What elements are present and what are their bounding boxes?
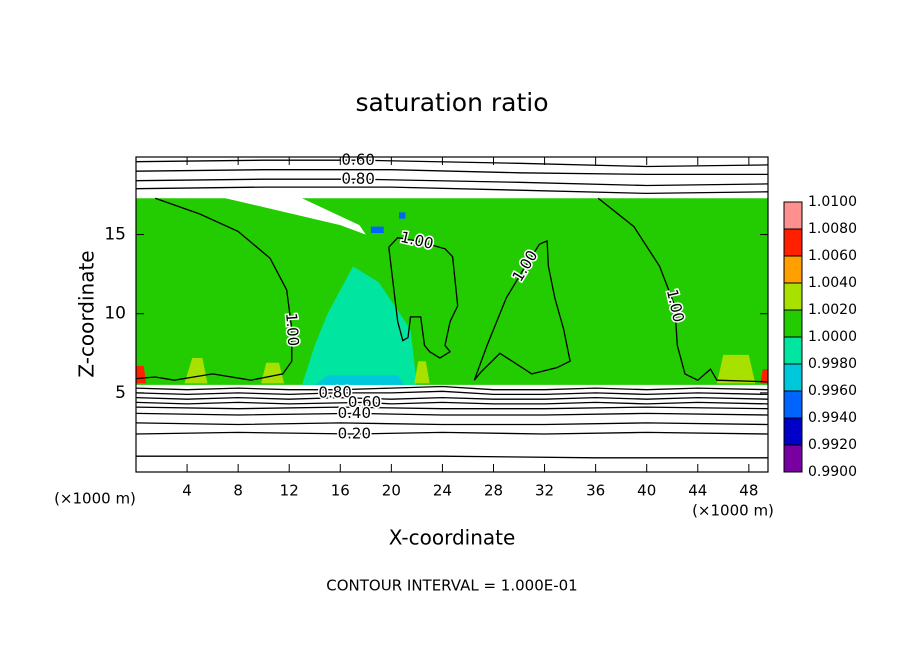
- contour-line: [135, 197, 293, 381]
- contour-line: [136, 455, 768, 459]
- contour-line: [135, 412, 769, 416]
- field-region: [314, 375, 405, 385]
- y-tick-label: 5: [115, 383, 126, 403]
- colorbar-label: 1.0100: [808, 194, 857, 210]
- contour-label: 0.40: [338, 404, 371, 422]
- colorbar-band: [784, 337, 802, 364]
- colorbar-band: [784, 445, 802, 472]
- field-region: [760, 369, 768, 384]
- colorbar-label: 0.9960: [808, 383, 857, 399]
- contour-line: [135, 169, 768, 176]
- contour-label: 0.60: [341, 150, 375, 168]
- colorbar-label: 1.0040: [808, 275, 857, 291]
- contour-line: [135, 390, 769, 396]
- x-tick-label: 8: [233, 482, 243, 500]
- colorbar-label: 0.9980: [808, 356, 857, 372]
- colorbar-label: 0.9900: [808, 464, 857, 480]
- field-region: [414, 361, 430, 384]
- colorbar-band: [784, 418, 802, 445]
- colorbar-band: [784, 256, 802, 283]
- colorbar-label: 0.9940: [808, 410, 857, 426]
- colorbar-label: 1.0060: [808, 248, 857, 264]
- x-tick-label: 36: [586, 482, 605, 500]
- y-unit-label: (×1000 m): [54, 490, 136, 508]
- colorbar-band: [784, 391, 802, 418]
- contour-line: [135, 406, 769, 410]
- contour-line: [597, 197, 769, 383]
- field-region: [136, 198, 768, 385]
- contour-label: 1.00: [282, 312, 302, 347]
- x-unit-label: (×1000 m): [692, 502, 774, 520]
- colorbar-label: 1.0080: [808, 221, 857, 237]
- plot-frame: [135, 156, 769, 473]
- contour-line: [135, 401, 769, 405]
- colorbar-band: [784, 202, 802, 229]
- x-tick-label: 16: [331, 482, 350, 500]
- y-tick-label: 15: [104, 225, 126, 245]
- contour-line: [135, 431, 769, 435]
- contour-line: [135, 178, 769, 187]
- contour-label: 0.80: [341, 169, 375, 187]
- chart-title: saturation ratio: [355, 88, 548, 117]
- x-tick-label: 4: [182, 482, 192, 500]
- colorbar-band: [784, 283, 802, 310]
- y-tick-label: 10: [104, 304, 126, 324]
- x-tick-label: 48: [739, 482, 758, 500]
- colorbar-band: [784, 229, 802, 256]
- colorbar-label: 1.0000: [808, 329, 857, 345]
- x-tick-label: 40: [637, 482, 656, 500]
- field-region: [302, 266, 417, 385]
- contour-line: [135, 422, 769, 426]
- contour-label: 0.60: [348, 393, 381, 411]
- x-tick-label: 12: [280, 482, 299, 500]
- colorbar-label: 1.0020: [808, 302, 857, 318]
- footer-note: CONTOUR INTERVAL = 1.000E-01: [326, 577, 577, 595]
- contour-line: [135, 396, 769, 400]
- field-region: [261, 362, 285, 384]
- field-region: [370, 226, 384, 233]
- y-axis-label: Z-coordinate: [75, 250, 99, 377]
- field-region: [716, 354, 756, 384]
- field-region: [399, 212, 406, 219]
- x-axis-label: X-coordinate: [389, 526, 516, 550]
- colorbar-label: 0.9920: [808, 437, 857, 453]
- x-tick-label: 28: [484, 482, 503, 500]
- contour-line: [135, 186, 769, 195]
- colorbar-band: [784, 364, 802, 391]
- x-tick-label: 20: [382, 482, 401, 500]
- x-tick-label: 32: [535, 482, 554, 500]
- contour-line: [135, 385, 769, 391]
- x-tick-label: 44: [688, 482, 707, 500]
- colorbar-band: [784, 310, 802, 337]
- contour-label: 0.80: [318, 383, 352, 402]
- contour-label: 0.20: [338, 425, 371, 443]
- contour-line: [473, 239, 571, 381]
- x-tick-label: 24: [433, 482, 452, 500]
- contour-label: 1.00: [663, 287, 688, 324]
- contour-line: [388, 237, 459, 359]
- contour-line: [135, 159, 769, 168]
